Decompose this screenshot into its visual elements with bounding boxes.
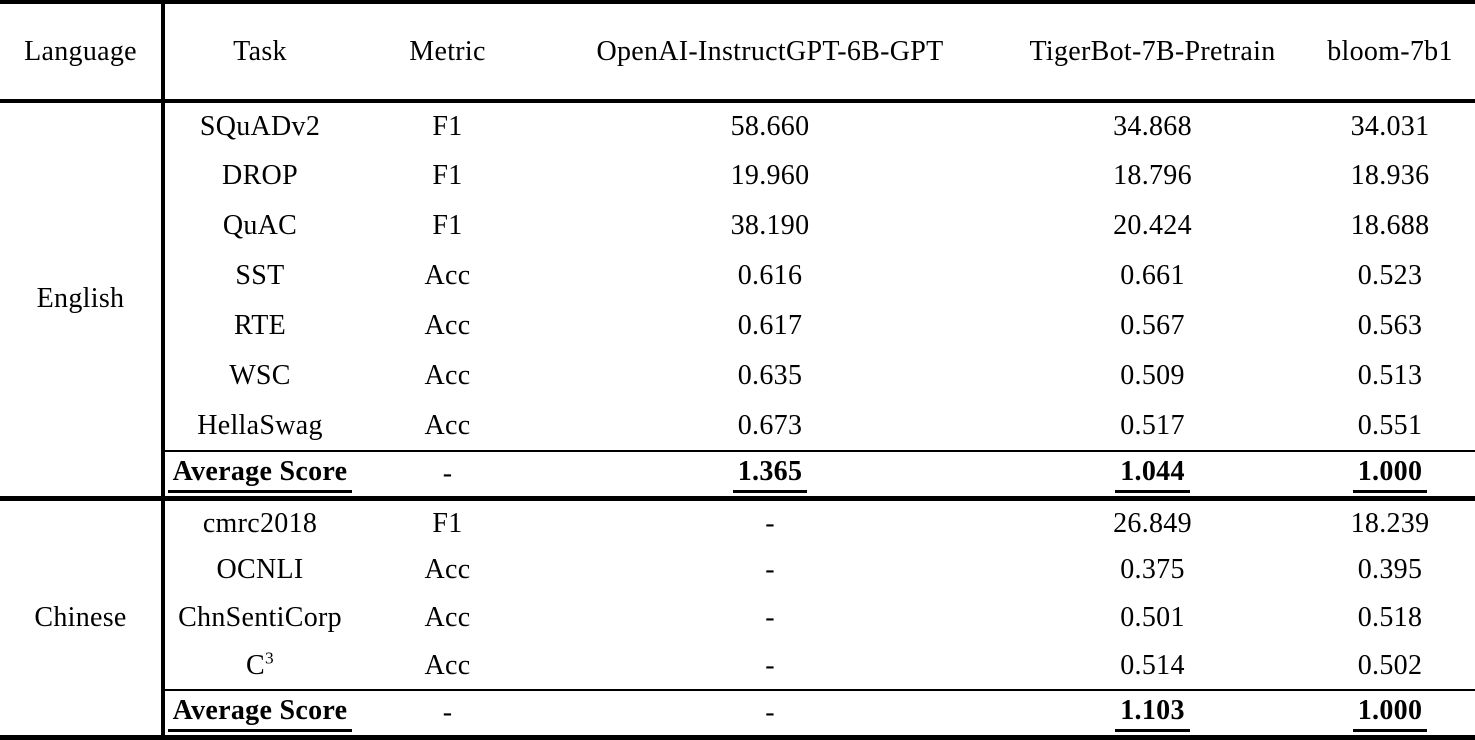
table-row: DROP F1 19.960 18.796 18.936 [0,151,1475,201]
table-row: OCNLI Acc - 0.375 0.395 [0,546,1475,594]
task-cell: HellaSwag [197,409,323,441]
value-cell: 0.502 [1357,649,1423,681]
metric-cell: Acc [424,310,471,342]
value-cell: 38.190 [730,210,810,242]
value-cell: - [765,602,775,634]
task-superscript: 3 [265,648,274,668]
header-cell-language: Language [0,2,165,103]
header-cell-task: Task [163,2,355,103]
table-row: Chinese cmrc2018 F1 - 26.849 18.239 [0,495,1475,738]
language-cell-english: English [0,101,165,499]
header-cell-bloom: bloom-7b1 [1305,2,1475,103]
task-cell: WSC [229,360,291,392]
value-cell: - [765,649,775,681]
value-cell: 34.868 [1113,111,1192,143]
average-value-cell: 1.365 [540,450,1000,499]
value-cell: 0.567 [1120,310,1185,342]
table-row: ChnSentiCorp Acc - 0.501 0.518 [0,594,1475,642]
table-row: WSC Acc 0.635 0.509 0.513 [0,351,1475,401]
average-value-cell: 1.103 [1000,689,1305,738]
average-score-label: Average Score [167,695,353,732]
metric-cell: - [355,450,540,499]
value-cell: 26.849 [1000,495,1305,547]
task-cell-c3: C3 [163,642,355,690]
header-cell-metric: Metric [355,2,540,103]
table-row: English SQuADv2 F1 58.660 34.868 34.031 [0,101,1475,499]
value-cell: 0.563 [1357,310,1423,342]
task-cell: SST [235,260,285,292]
table-row: HellaSwag Acc 0.673 0.517 0.551 [0,401,1475,451]
average-value-cell: 1.000 [1305,689,1475,738]
task-cell: RTE [233,310,287,342]
value-cell: 0.518 [1357,602,1423,634]
average-value-cell: - [540,689,1000,738]
value-cell: 18.239 [1305,495,1475,547]
table-header-row: Language Task Metric OpenAI-InstructGPT-… [0,2,1475,103]
header-cell-openai-instructgpt: OpenAI-InstructGPT-6B-GPT [540,2,1000,103]
task-cell: ChnSentiCorp [178,602,342,634]
metric-cell: Acc [424,649,471,681]
average-value-cell: 1.044 [1000,450,1305,499]
table-row: RTE Acc 0.617 0.567 0.563 [0,301,1475,351]
value-cell: 19.960 [730,160,810,192]
task-cell: QuAC [222,210,298,242]
metric-cell: Acc [424,260,471,292]
average-score-row: Average Score - 1.365 1.044 1.000 [0,450,1475,499]
value-cell: 34.031 [1350,111,1430,143]
value-cell: 0.395 [1357,554,1423,586]
value-cell: 18.688 [1350,210,1430,242]
task-label: C [246,649,265,681]
table-row: C3 Acc - 0.514 0.502 [0,642,1475,690]
task-cell: DROP [222,160,298,192]
task-cell: SQuADv2 [199,111,321,143]
value-cell: 0.616 [737,260,803,292]
metric-cell: F1 [432,210,463,242]
metric-cell: Acc [424,602,471,634]
value-cell: 0.673 [737,409,803,441]
average-value-cell: 1.000 [1305,450,1475,499]
average-score-label: Average Score [167,456,353,493]
value-cell: 0.635 [737,360,803,392]
value-cell: 58.660 [730,111,810,143]
value-cell: 0.523 [1357,260,1423,292]
value-cell: 20.424 [1113,210,1192,242]
value-cell: 0.513 [1357,360,1423,392]
average-score-row: Average Score - - 1.103 1.000 [0,689,1475,738]
value-cell: 0.517 [1120,409,1185,441]
average-value: 1.000 [1352,695,1428,732]
value-cell: 0.501 [1120,602,1185,634]
value-cell: - [765,554,775,586]
average-value: 1.103 [1115,695,1190,732]
value-cell: 0.509 [1120,360,1185,392]
metric-cell: Acc [424,360,471,392]
language-cell-chinese: Chinese [0,495,165,738]
table-row: SST Acc 0.616 0.661 0.523 [0,251,1475,301]
value-cell: 18.796 [1113,160,1192,192]
metric-cell: Acc [424,409,471,441]
metric-cell: F1 [432,111,463,143]
value-cell: 0.617 [737,310,803,342]
average-value: 1.000 [1352,456,1428,493]
task-cell: OCNLI [216,554,304,586]
header-cell-tigerbot-pretrain: TigerBot-7B-Pretrain [1000,2,1305,103]
metric-cell: Acc [424,554,471,586]
average-value: 1.365 [732,456,808,493]
metric-cell: - [355,689,540,738]
metric-cell: F1 [432,160,463,192]
table-row: QuAC F1 38.190 20.424 18.688 [0,201,1475,251]
average-label-cell: Average Score [163,450,355,499]
value-cell: 0.375 [1120,554,1185,586]
value-cell: 0.661 [1120,260,1185,292]
metric-cell: F1 [355,495,540,547]
value-cell: 18.936 [1350,160,1430,192]
average-label-cell: Average Score [163,689,355,738]
value-cell: 0.551 [1357,409,1423,441]
average-value: 1.044 [1115,456,1190,493]
value-cell: 0.514 [1120,649,1185,681]
task-cell: cmrc2018 [163,495,355,547]
value-cell: - [540,495,1000,547]
